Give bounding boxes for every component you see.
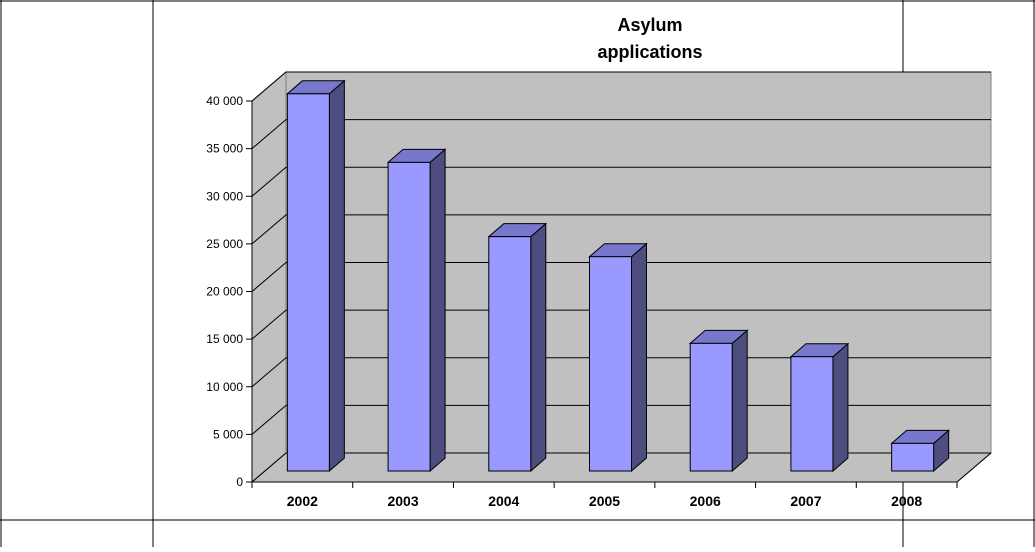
gridline-depth xyxy=(251,309,287,340)
bar-2002 xyxy=(286,93,330,472)
gridline-depth xyxy=(251,71,287,102)
x-tick-label: 2003 xyxy=(387,493,418,509)
x-tick-label: 2006 xyxy=(690,493,721,509)
bar-side-2005 xyxy=(631,242,647,473)
bar-2004 xyxy=(488,236,532,472)
bar-side-2004 xyxy=(530,222,547,473)
y-tick-label: 0 xyxy=(236,475,243,489)
bar-2005 xyxy=(589,256,632,472)
gridline-depth xyxy=(251,214,287,245)
gridline-depth xyxy=(251,119,287,150)
y-tick-label: 30 000 xyxy=(206,189,243,203)
bar-side-2003 xyxy=(429,148,446,473)
y-tick-label: 25 000 xyxy=(206,237,243,251)
x-axis-depth-line xyxy=(956,452,992,483)
x-tick-label: 2007 xyxy=(790,493,821,509)
x-tick-label: 2005 xyxy=(589,493,620,509)
plot-area: 0 5 000 10 000 15 000 20 000 25 000 30 000 35 0… xyxy=(206,70,993,509)
bar-2007 xyxy=(790,356,834,472)
y-tick-label: 5 000 xyxy=(213,427,243,441)
x-tick-label: 2004 xyxy=(488,493,519,509)
y-tick-label: 10 000 xyxy=(206,380,243,394)
bar-2003 xyxy=(387,161,431,472)
bar-side-2007 xyxy=(832,342,849,473)
y-tick-label: 20 000 xyxy=(206,285,243,299)
chart-title-line-1: Asylum xyxy=(617,15,682,35)
bar-side-2002 xyxy=(328,79,345,473)
gridline-depth xyxy=(251,357,287,388)
y-tick-label: 35 000 xyxy=(206,142,243,156)
gridline-depth xyxy=(251,262,287,292)
y-tick-label: 15 000 xyxy=(206,332,243,346)
gridline-depth xyxy=(251,452,287,483)
bar-side-2006 xyxy=(731,329,748,473)
bar-2006 xyxy=(689,342,733,472)
y-tick-label: 40 000 xyxy=(206,94,243,108)
chart-title-line-2: applications xyxy=(597,42,702,62)
gridline-depth xyxy=(251,166,287,197)
bar-2008 xyxy=(891,442,935,472)
gridline-depth xyxy=(251,404,287,435)
x-tick-label: 2008 xyxy=(891,493,922,509)
x-tick-label: 2002 xyxy=(287,493,318,509)
